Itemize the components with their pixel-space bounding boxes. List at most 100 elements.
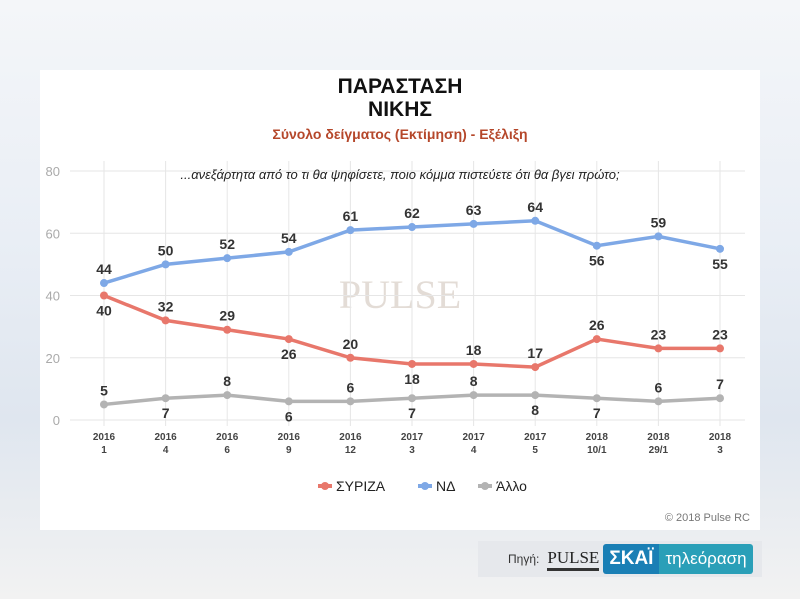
- legend-marker-syriza: [321, 482, 329, 490]
- data-label-other: 5: [100, 382, 108, 398]
- chart-title-line2: ΝΙΚΗΣ: [368, 98, 432, 121]
- data-label-nd: 54: [281, 230, 297, 246]
- x-tick-label: 2016: [216, 432, 239, 443]
- data-point-nd: [592, 241, 601, 250]
- data-point-syriza: [346, 353, 355, 362]
- data-label-other: 8: [531, 402, 539, 418]
- source-label: Πηγή:: [508, 552, 540, 566]
- legend-label-syriza: ΣΥΡΙΖΑ: [336, 478, 386, 494]
- data-point-syriza: [284, 335, 293, 344]
- x-tick-label: 2018: [709, 432, 732, 443]
- data-point-nd: [716, 244, 724, 253]
- data-point-nd: [531, 216, 540, 225]
- data-point-nd: [469, 219, 478, 228]
- x-tick-label: 2017: [401, 432, 424, 443]
- y-tick-label: 40: [46, 289, 60, 304]
- x-tick-label: 2016: [339, 432, 362, 443]
- survey-question: ...ανεξάρτητα από το τι θα ψηφίσετε, ποι…: [180, 167, 620, 182]
- data-point-syriza: [531, 363, 540, 372]
- data-point-other: [408, 394, 416, 403]
- data-point-other: [161, 394, 170, 403]
- data-point-syriza: [654, 344, 663, 353]
- skai-logo: ΣΚΑΪ: [603, 544, 660, 574]
- data-label-syriza: 17: [527, 345, 543, 361]
- copyright: © 2018 Pulse RC: [664, 512, 750, 524]
- x-tick-label: 10/1: [587, 445, 607, 456]
- source-bar: Πηγή: PULSE ΣΚΑΪ τηλεόραση: [478, 541, 762, 577]
- data-label-syriza: 29: [219, 308, 235, 324]
- data-label-syriza: 23: [651, 326, 667, 342]
- data-point-other: [531, 391, 540, 400]
- data-label-nd: 50: [158, 242, 174, 258]
- data-label-other: 6: [347, 379, 355, 395]
- data-point-other: [100, 400, 108, 409]
- data-label-other: 7: [162, 405, 170, 421]
- data-label-syriza: 26: [281, 346, 297, 362]
- data-label-nd: 62: [404, 205, 420, 221]
- data-point-syriza: [223, 325, 232, 334]
- data-point-nd: [408, 223, 416, 232]
- chart-panel: PULSE 0 20 40 60 80 2016 1 2016 4 2016 6 2016 9 2016 12…: [40, 70, 760, 530]
- data-point-other: [716, 394, 724, 403]
- data-label-other: 7: [716, 376, 724, 392]
- data-label-other: 8: [223, 373, 231, 389]
- x-tick-label: 2017: [524, 432, 547, 443]
- x-tick-label: 4: [163, 445, 169, 456]
- legend-label-other: Άλλο: [496, 478, 527, 494]
- data-point-syriza: [408, 359, 416, 368]
- data-point-other: [346, 397, 355, 406]
- data-label-syriza: 20: [343, 336, 359, 352]
- data-point-nd: [346, 226, 355, 235]
- watermark: PULSE: [339, 272, 461, 317]
- data-label-syriza: 18: [466, 342, 482, 358]
- data-label-syriza: 26: [589, 317, 605, 333]
- data-label-nd: 56: [589, 253, 605, 269]
- x-tick-label: 2017: [462, 432, 485, 443]
- data-label-nd: 59: [651, 214, 667, 230]
- data-point-syriza: [100, 291, 108, 300]
- x-tick-label: 12: [345, 445, 357, 456]
- x-tick-label: 3: [409, 445, 415, 456]
- x-tick-label: 2018: [647, 432, 670, 443]
- data-point-nd: [100, 279, 108, 288]
- x-tick-label: 2016: [278, 432, 301, 443]
- data-label-other: 8: [470, 373, 478, 389]
- data-point-nd: [161, 260, 170, 269]
- legend-marker-nd: [421, 482, 429, 490]
- data-point-syriza: [716, 344, 724, 353]
- y-tick-label: 0: [53, 413, 60, 428]
- skai-tv-label: τηλεόραση: [659, 544, 753, 574]
- data-point-nd: [223, 254, 232, 263]
- data-label-nd: 55: [712, 256, 728, 272]
- x-tick-label: 4: [471, 445, 477, 456]
- x-tick-label: 9: [286, 445, 292, 456]
- data-label-syriza: 18: [404, 371, 420, 387]
- data-point-other: [654, 397, 663, 406]
- data-label-nd: 64: [527, 199, 543, 215]
- data-point-syriza: [161, 316, 170, 325]
- data-label-syriza: 40: [96, 303, 112, 319]
- data-label-nd: 44: [96, 261, 112, 277]
- x-tick-label: 2018: [586, 432, 609, 443]
- data-point-other: [469, 391, 478, 400]
- data-point-other: [223, 391, 232, 400]
- data-label-other: 6: [655, 379, 663, 395]
- chart-title-line1: ΠΑΡΑΣΤΑΣΗ: [337, 75, 463, 98]
- data-label-other: 7: [408, 405, 416, 421]
- y-tick-label: 20: [46, 351, 60, 366]
- x-tick-label: 3: [717, 445, 723, 456]
- chart-subtitle: Σύνολο δείγματος (Εκτίμηση) - Εξέλιξη: [272, 126, 528, 142]
- data-label-nd: 61: [343, 208, 359, 224]
- data-label-syriza: 32: [158, 298, 174, 314]
- legend-label-nd: ΝΔ: [436, 478, 455, 494]
- data-label-nd: 63: [466, 202, 482, 218]
- data-point-syriza: [592, 335, 601, 344]
- data-point-syriza: [469, 359, 478, 368]
- x-tick-label: 1: [101, 445, 107, 456]
- data-point-nd: [284, 247, 293, 256]
- data-point-nd: [654, 232, 663, 241]
- x-tick-label: 5: [532, 445, 538, 456]
- x-tick-label: 6: [224, 445, 230, 456]
- legend-marker-other: [481, 482, 489, 490]
- y-tick-label: 60: [46, 226, 60, 241]
